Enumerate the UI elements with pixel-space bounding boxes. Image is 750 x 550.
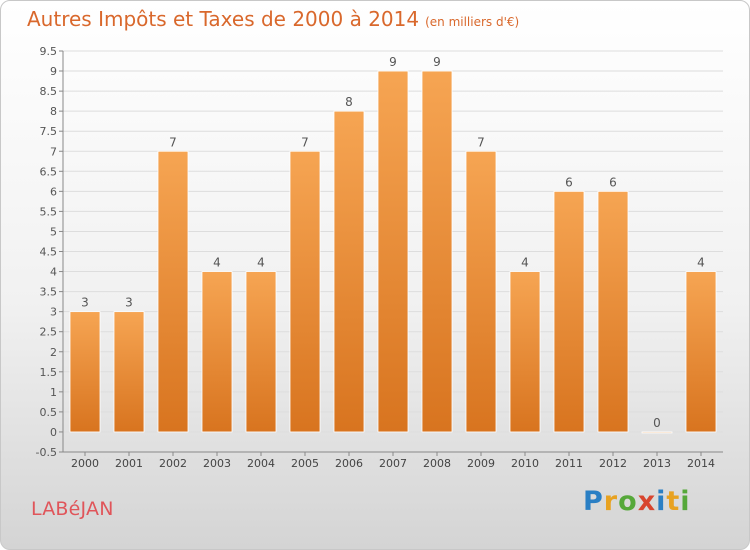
y-tick-label: 5 <box>50 225 57 238</box>
bar-2014 <box>685 271 717 433</box>
bar-2004 <box>245 271 277 433</box>
x-tick-label-2014: 2014 <box>687 457 715 470</box>
y-tick-label: 1.5 <box>40 366 58 379</box>
bar-2011 <box>553 190 585 433</box>
x-tick-label-2007: 2007 <box>379 457 407 470</box>
axis-layer: -0.5 0 0.5 1 1.5 2 2.5 3 3.5 4 4.5 5 5.5 6 6.5 7 7.5 8 8.5… <box>36 45 723 470</box>
x-tick-label-2002: 2002 <box>159 457 187 470</box>
x-tick-label-2006: 2006 <box>335 457 363 470</box>
data-label-2001: 3 <box>125 296 133 310</box>
y-tick-label: 0 <box>50 426 57 439</box>
y-tick-label: 4 <box>50 266 57 279</box>
y-tick-label: 1 <box>50 386 57 399</box>
logo-letter: i <box>680 486 691 517</box>
bar-2008 <box>421 70 453 433</box>
bar-2000 <box>69 311 101 433</box>
bar-2007 <box>377 70 409 433</box>
data-label-2011: 6 <box>565 175 573 189</box>
y-tick-label: 7.5 <box>40 125 58 138</box>
logo-letter: x <box>637 486 657 517</box>
y-tick-label: 6.5 <box>40 165 58 178</box>
data-label-2014: 4 <box>697 256 705 270</box>
bar-2001 <box>113 311 145 433</box>
y-tick-label: 9.5 <box>40 45 58 58</box>
data-label-2007: 9 <box>389 55 397 69</box>
bar-2013 <box>641 431 673 434</box>
data-label-2010: 4 <box>521 256 529 270</box>
data-label-2003: 4 <box>213 256 221 270</box>
title-text: Autres Impôts et Taxes de 2000 à 2014 <box>27 7 420 31</box>
y-tick-label: 2.5 <box>40 326 58 339</box>
logo-letter: P <box>583 486 604 517</box>
data-label-2000: 3 <box>81 296 89 310</box>
data-label-2009: 7 <box>477 135 485 149</box>
data-label-2013: 0 <box>653 416 661 430</box>
y-tick-label: 0.5 <box>40 406 58 419</box>
y-tick-label: 3.5 <box>40 286 58 299</box>
x-tick-label-2011: 2011 <box>555 457 583 470</box>
bar-2009 <box>465 150 497 433</box>
commune-name: LABéJAN <box>31 498 114 520</box>
label-layer: 3 3 7 4 4 7 8 9 9 7 4 6 6 0 4 <box>81 55 705 430</box>
y-tick-label: 3 <box>50 306 57 319</box>
logo-letter: o <box>618 486 638 517</box>
bar-2012 <box>597 190 629 433</box>
y-tick-label: 5.5 <box>40 205 58 218</box>
x-tick-label-2010: 2010 <box>511 457 539 470</box>
x-tick-label-2012: 2012 <box>599 457 627 470</box>
y-tick-label: 8 <box>50 105 57 118</box>
y-tick-label: 8.5 <box>40 85 58 98</box>
data-label-2008: 9 <box>433 55 441 69</box>
y-tick-label: 6 <box>50 185 57 198</box>
logo-letter: r <box>603 486 619 517</box>
x-tick-label-2004: 2004 <box>247 457 275 470</box>
data-label-2002: 7 <box>169 135 177 149</box>
data-label-2012: 6 <box>609 175 617 189</box>
bar-2006 <box>333 110 365 433</box>
y-tick-label: -0.5 <box>36 446 57 459</box>
bar-2002 <box>157 150 189 433</box>
bar-layer <box>69 70 717 434</box>
bar-2005 <box>289 150 321 433</box>
x-tick-label-2005: 2005 <box>291 457 319 470</box>
y-tick-label: 4.5 <box>40 246 58 259</box>
proxiti-logo: Proxiti <box>583 486 691 517</box>
y-tick-label: 2 <box>50 346 57 359</box>
data-label-2005: 7 <box>301 135 309 149</box>
bar-2003 <box>201 271 233 433</box>
chart-title: Autres Impôts et Taxes de 2000 à 2014 (en… <box>27 7 519 31</box>
x-tick-label-2001: 2001 <box>115 457 143 470</box>
logo-letter: i <box>656 486 667 517</box>
bar-2010 <box>509 271 541 433</box>
y-tick-label: 9 <box>50 65 57 78</box>
y-tick-label: 7 <box>50 145 57 158</box>
logo-letter: t <box>666 486 681 517</box>
data-label-2004: 4 <box>257 256 265 270</box>
x-tick-label-2000: 2000 <box>71 457 99 470</box>
x-tick-label-2009: 2009 <box>467 457 495 470</box>
x-tick-label-2013: 2013 <box>643 457 671 470</box>
x-tick-label-2003: 2003 <box>203 457 231 470</box>
x-tick-label-2008: 2008 <box>423 457 451 470</box>
title-unit: (en milliers d'€) <box>425 15 520 29</box>
data-label-2006: 8 <box>345 95 353 109</box>
